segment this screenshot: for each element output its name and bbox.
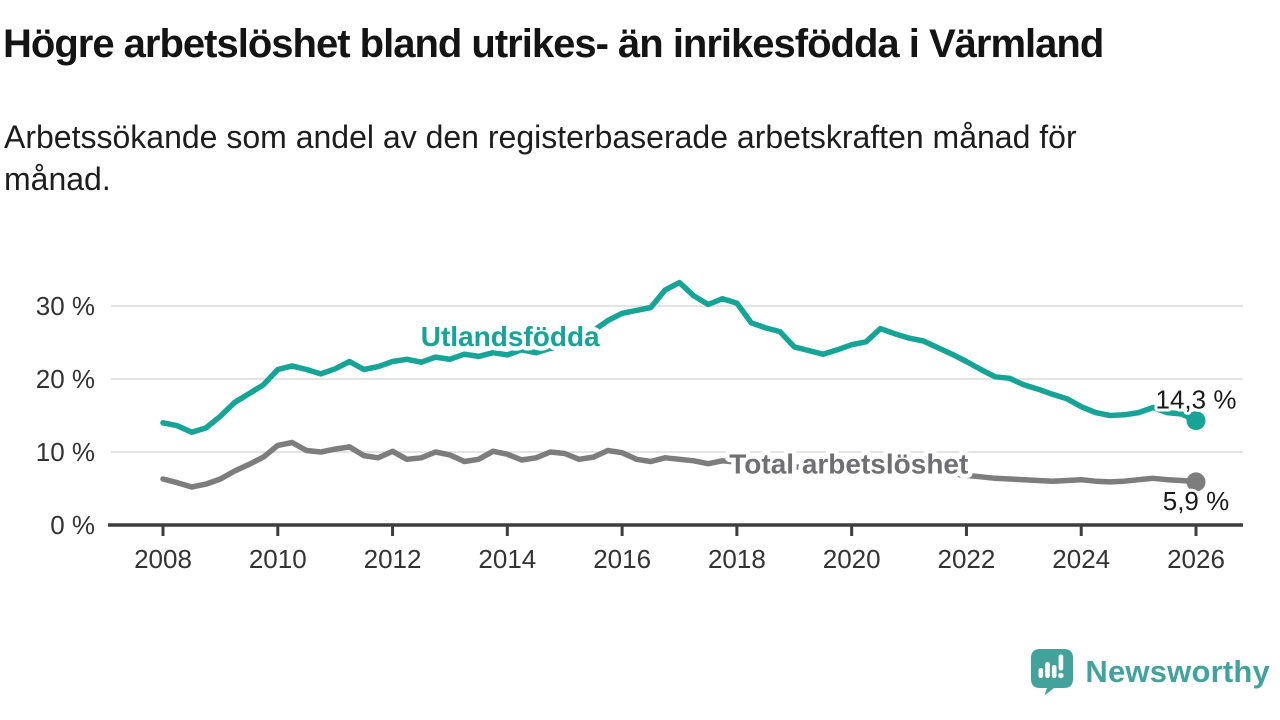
x-tick-label: 2022: [938, 544, 996, 574]
x-axis: 2008 2010 2012 2014 2016 2018 2020 2022 2024 2026: [108, 523, 1243, 574]
brand-name: Newsworthy: [1085, 654, 1270, 689]
gridlines: [111, 305, 1243, 453]
page-title: Högre arbetslöshet bland utrikes- än inr…: [3, 22, 1104, 66]
speech-bubble-bar-chart-icon: [1031, 649, 1074, 696]
newsworthy-logo: Newsworthy: [1030, 648, 1270, 696]
series-line-total: [160, 439, 1199, 490]
series-line-utlandsfodda: [160, 279, 1199, 436]
y-axis-labels: 0 % 10 % 20 % 30 %: [36, 291, 95, 540]
y-tick-label: 0 %: [50, 510, 95, 540]
x-tick-label: 2008: [134, 544, 192, 574]
x-tick-label: 2018: [708, 544, 766, 574]
y-tick-label: 30 %: [36, 291, 95, 321]
x-tick-label: 2016: [593, 544, 651, 574]
series-label-utlandsfodda: Utlandsfödda: [421, 321, 600, 352]
x-tick-label: 2012: [364, 544, 422, 574]
x-tick-label: 2024: [1052, 544, 1110, 574]
subtitle-line-2: månad.: [4, 161, 111, 197]
end-value-label-total: 5,9 %: [1163, 486, 1230, 516]
x-tick-label: 2014: [478, 544, 536, 574]
page-subtitle: Arbetssökande som andel av den registerb…: [4, 116, 1204, 200]
end-dot-utlandsfodda: [1186, 411, 1206, 431]
series-label-total: Total arbetslöshet: [729, 449, 968, 480]
y-tick-label: 20 %: [36, 364, 95, 394]
end-value-label-utlandsfodda: 14,3 %: [1156, 384, 1237, 414]
end-dot-total: [1186, 472, 1206, 492]
y-tick-label: 10 %: [36, 437, 95, 467]
subtitle-line-1: Arbetssökande som andel av den registerb…: [4, 119, 1077, 155]
x-tick-label: 2010: [249, 544, 307, 574]
x-tick-label: 2020: [823, 544, 881, 574]
x-tick-label: 2026: [1167, 544, 1225, 574]
